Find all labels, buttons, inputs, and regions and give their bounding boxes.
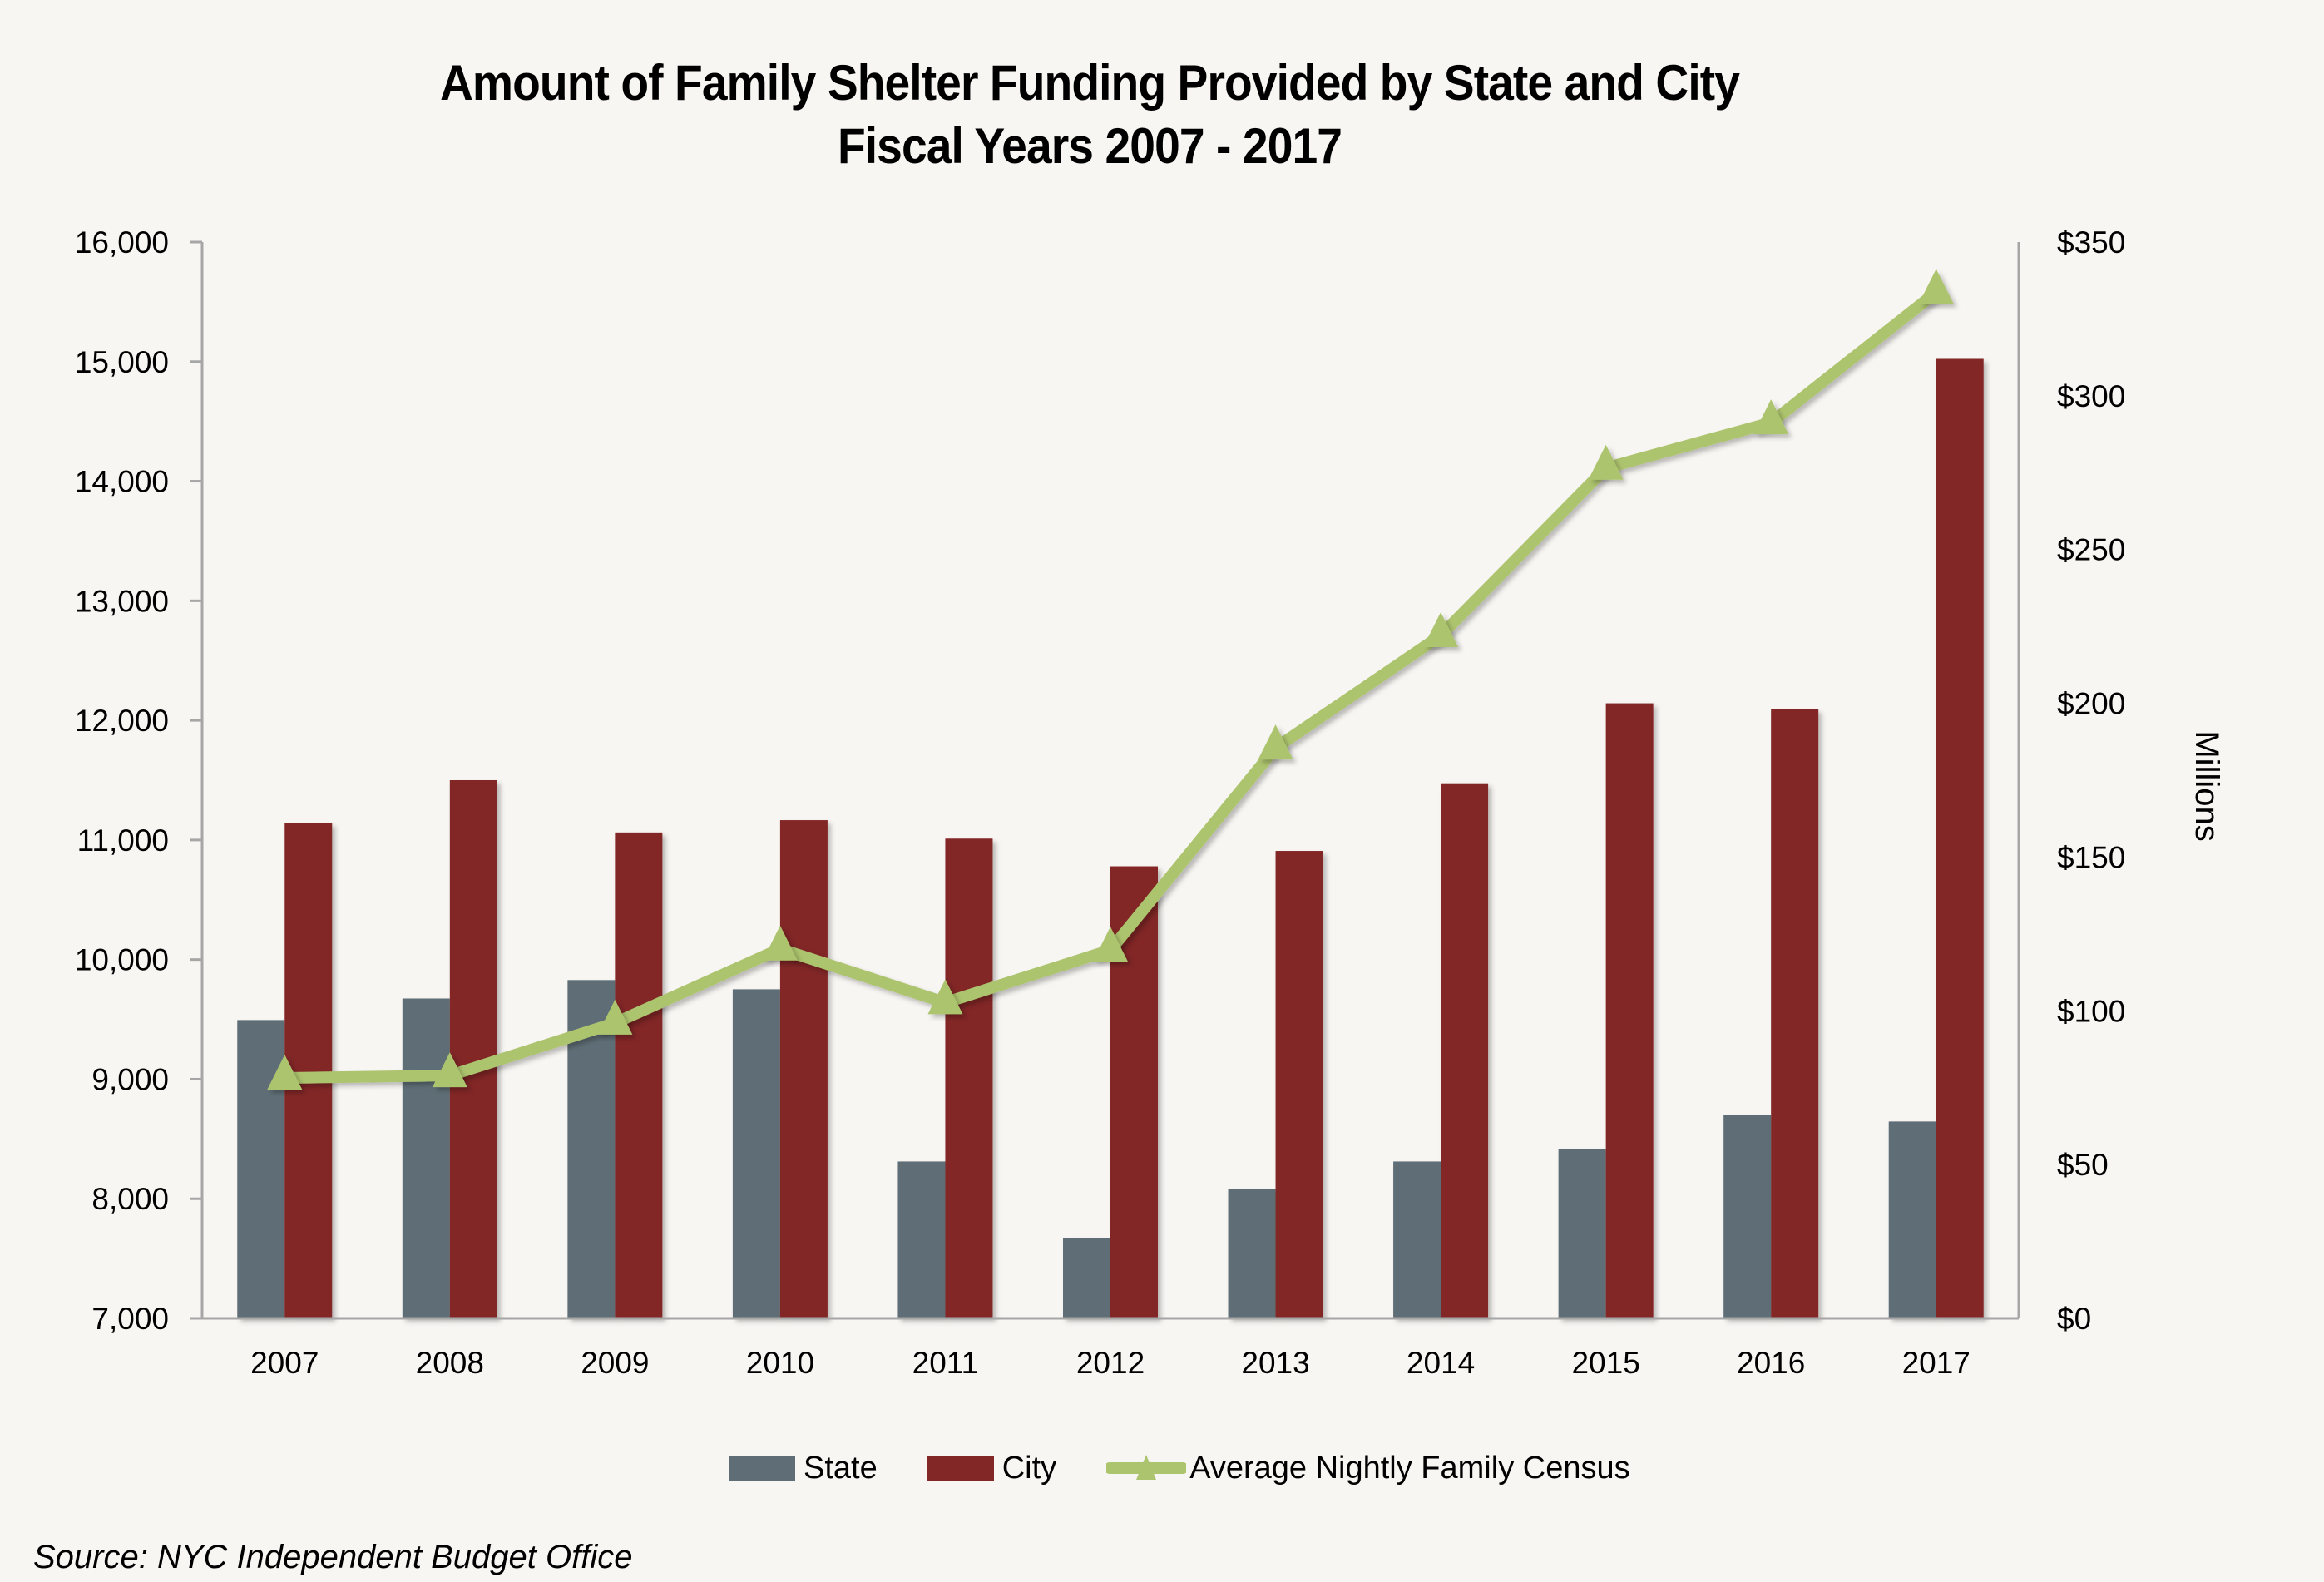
x-axis-tick-label: 2014	[1407, 1346, 1475, 1380]
left-axis-tick-label: 14,000	[75, 465, 169, 499]
left-axis-tick-label: 12,000	[75, 704, 169, 738]
bar-city-2009	[615, 832, 663, 1318]
x-axis-tick-label: 2013	[1241, 1346, 1309, 1380]
right-axis-tick-label: $0	[2057, 1302, 2091, 1336]
bar-city-2016	[1771, 709, 1819, 1318]
bar-city-2013	[1275, 851, 1323, 1318]
legend-swatch-city	[927, 1456, 994, 1481]
bar-state-2015	[1558, 1149, 1606, 1318]
legend-label-city: City	[1001, 1450, 1057, 1486]
left-axis-tick-label: 7,000	[91, 1302, 169, 1336]
legend-label-census: Average Nightly Family Census	[1189, 1450, 1630, 1486]
census-point-2009	[597, 999, 633, 1035]
axes	[190, 242, 2020, 1320]
census-point-2013	[1258, 724, 1293, 760]
x-axis-tick-label: 2012	[1076, 1346, 1145, 1380]
x-axis-tick-label: 2010	[746, 1346, 814, 1380]
left-axis-tick-label: 16,000	[75, 225, 169, 260]
right-axis-tick-label: $250	[2057, 533, 2125, 567]
right-axis-tick-label: $100	[2057, 994, 2125, 1028]
x-axis-tick-label: 2017	[1902, 1346, 1970, 1380]
bar-state-2013	[1228, 1189, 1276, 1318]
left-axis-tick-label: 11,000	[77, 823, 169, 858]
census-point-2012	[1093, 927, 1128, 962]
bar-state-2016	[1723, 1115, 1772, 1318]
left-axis-tick-label: 15,000	[75, 345, 169, 379]
bars	[237, 358, 1984, 1318]
bar-state-2010	[732, 989, 780, 1318]
left-axis-ticks: 7,000 8,000 9,000 10,000 11,000 12,000 13,000 1…	[75, 225, 202, 1336]
x-axis-tick-label: 2009	[581, 1346, 649, 1380]
x-axis-tick-label: 2011	[912, 1346, 979, 1380]
left-axis-tick-label: 8,000	[91, 1182, 169, 1216]
census-point-2010	[762, 925, 798, 961]
legend-item-state: State	[729, 1451, 878, 1486]
legend-swatch-state	[729, 1456, 795, 1481]
legend: State City Average Nightly Family Census	[729, 1447, 1680, 1489]
bar-state-2011	[897, 1161, 946, 1318]
right-axis-tick-label: $350	[2057, 225, 2125, 260]
chart-title-line-1: Amount of Family Shelter Funding Provide…	[439, 55, 1740, 111]
left-axis-tick-label: 13,000	[75, 584, 169, 618]
census-point-2015	[1588, 444, 1624, 480]
legend-label-state: State	[804, 1450, 878, 1486]
left-axis-tick-label: 10,000	[75, 943, 169, 977]
legend-item-city: City	[927, 1451, 1056, 1486]
bar-state-2012	[1063, 1238, 1110, 1318]
right-axis-tick-label: $200	[2057, 687, 2125, 721]
right-axis-tick-label: $300	[2057, 379, 2125, 413]
bar-city-2008	[449, 780, 497, 1318]
census-point-2008	[432, 1052, 467, 1088]
census-line	[267, 269, 1954, 1090]
right-axis-tick-label: $150	[2057, 840, 2125, 874]
census-point-2007	[267, 1055, 303, 1090]
census-point-2011	[927, 979, 963, 1015]
right-axis-ticks: $0 $50 $100 $150 $200 $250 $300 $350	[2057, 225, 2125, 1336]
bar-state-2014	[1393, 1161, 1441, 1318]
x-axis-labels: 2007 2008 2009 2010 2011 2012 2013 2014 2015 2016…	[250, 1346, 1970, 1380]
x-axis-tick-label: 2015	[1571, 1346, 1639, 1380]
right-axis-title: Millions	[2188, 730, 2225, 841]
x-axis-tick-label: 2016	[1737, 1346, 1805, 1380]
bar-state-2008	[402, 998, 450, 1318]
legend-item-census: Average Nightly Family Census	[1106, 1450, 1630, 1486]
bar-state-2017	[1888, 1121, 1936, 1318]
census-point-2014	[1423, 612, 1459, 648]
bar-city-2014	[1441, 783, 1489, 1318]
left-axis-tick-label: 9,000	[91, 1062, 169, 1096]
bar-city-2015	[1605, 703, 1654, 1318]
chart-title-line-2: Fiscal Years 2007 - 2017	[837, 118, 1342, 174]
right-axis-tick-label: $50	[2057, 1148, 2109, 1182]
source-note: Source: NYC Independent Budget Office	[33, 1539, 633, 1575]
bar-state-2007	[237, 1020, 285, 1318]
census-point-2016	[1753, 399, 1789, 435]
bar-city-2011	[945, 838, 993, 1318]
bar-city-2010	[779, 820, 828, 1318]
legend-swatch-census-triangle-icon	[1106, 1455, 1187, 1480]
census-point-2017	[1918, 269, 1954, 304]
chart-title: Amount of Family Shelter Funding Provide…	[87, 52, 2092, 178]
x-axis-tick-label: 2007	[250, 1346, 319, 1380]
x-axis-tick-label: 2008	[416, 1346, 484, 1380]
bar-city-2017	[1936, 358, 1984, 1318]
